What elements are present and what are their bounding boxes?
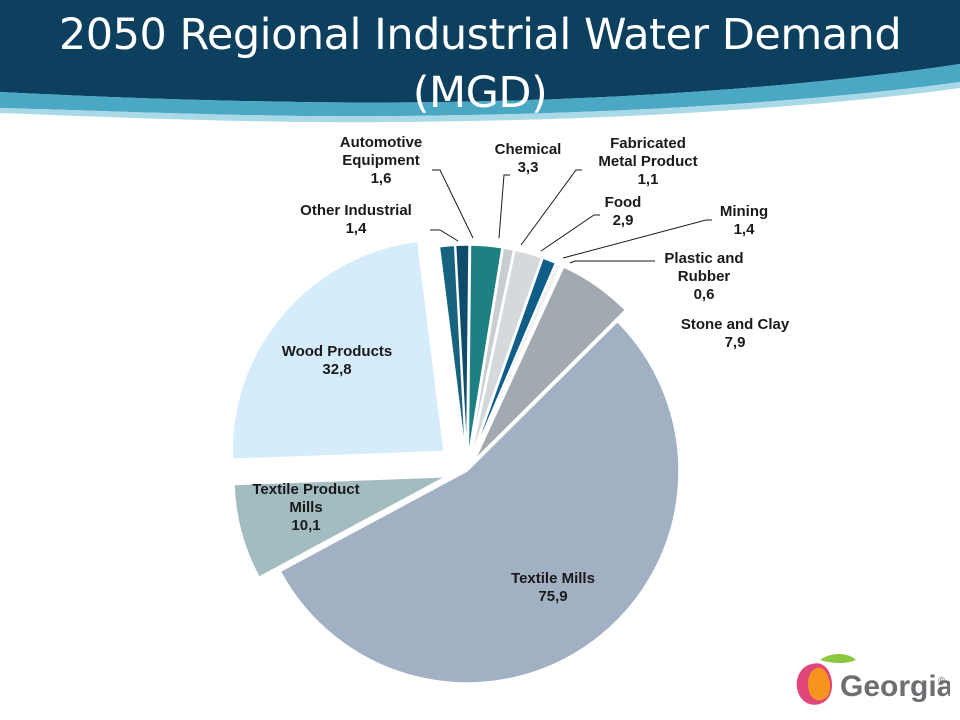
slice-label-textile-product-mills: Textile Product Mills 10,1 [252, 481, 359, 534]
slice-label-line: Fabricated [610, 135, 686, 152]
slice-label-stone-and-clay: Stone and Clay 7,9 [681, 316, 790, 351]
header-banner [0, 0, 960, 123]
georgia-logo: Georgia ® [790, 650, 954, 710]
label-leader-lines [430, 169, 712, 264]
pie-slice-fabricated-metal-product [468, 247, 515, 458]
pie-slice-plastic-and-rubber [471, 262, 563, 459]
pie-slice-automotive-equipment [438, 244, 467, 458]
slice-label-line: Equipment [342, 152, 420, 169]
pie-slice-textile-product-mills [233, 476, 447, 579]
slice-label-line: Textile Product [252, 481, 359, 498]
pie-slices [231, 240, 680, 684]
slice-label-automotive-equipment: Automotive Equipment 1,6 [340, 134, 423, 187]
logo-registered-mark: ® [938, 676, 946, 687]
slice-label-line: Mining [720, 203, 768, 220]
pie-slice-wood-products [231, 240, 445, 461]
slice-label-line: 32,8 [322, 361, 351, 378]
leader-line-chemical [498, 174, 510, 239]
slice-label-line: 7,9 [725, 334, 746, 351]
slice-label-other-industrial: Other Industrial 1,4 [300, 202, 412, 237]
slice-label-fabricated-metal-product: Fabricated Metal Product 1,1 [598, 135, 697, 188]
slice-label-line: Food [605, 194, 642, 211]
slice-label-wood-products: Wood Products 32,8 [282, 343, 393, 378]
pie-slice-other-industrial [454, 244, 470, 458]
slice-label-line: 3,3 [518, 159, 539, 176]
slice-label-line: Metal Product [598, 153, 697, 170]
slice-label-line: Mills [289, 499, 322, 516]
leader-line-fabricated-metal-product [520, 169, 582, 246]
slice-label-line: Other Industrial [300, 202, 412, 219]
slice-label-line: 10,1 [291, 517, 320, 534]
slice-label-line: Wood Products [282, 343, 393, 360]
slice-label-line: Stone and Clay [681, 316, 790, 333]
pie-slice-chemical [467, 244, 503, 458]
slice-label-line: 2,9 [613, 212, 634, 229]
leader-line-plastic-and-rubber [569, 260, 655, 264]
page-title-line-2: (MGD) [412, 68, 548, 118]
slice-label-plastic-and-rubber: Plastic and Rubber 0,6 [664, 250, 743, 303]
pie-slice-food [470, 249, 543, 458]
leader-line-automotive-equipment [432, 169, 474, 239]
leader-line-mining [562, 219, 712, 259]
leader-line-food [540, 214, 600, 252]
slice-label-line: 1,4 [346, 220, 368, 237]
pie-slice-textile-mills [279, 320, 680, 684]
slice-label-line: Automotive [340, 134, 423, 151]
slice-label-line: 1,1 [638, 171, 659, 188]
logo-text: Georgia [840, 670, 950, 703]
slice-label-line: Chemical [495, 141, 562, 158]
page-title-line-1: 2050 Regional Industrial Water Demand [58, 10, 902, 60]
slice-label-line: 0,6 [694, 286, 715, 303]
slice-label-food: Food 2,9 [605, 194, 642, 229]
slice-label-line: 1,4 [734, 221, 756, 238]
peach-logo-icon: Georgia ® [796, 654, 954, 705]
slice-label-line: Rubber [678, 268, 731, 285]
pie-slice-stone-and-clay [474, 265, 627, 461]
slice-label-textile-mills: Textile Mills 75,9 [511, 570, 595, 605]
slice-label-line: 1,6 [371, 170, 392, 187]
slice-label-line: Plastic and [664, 250, 743, 267]
slice-label-line: Textile Mills [511, 570, 595, 587]
slice-label-line: 75,9 [538, 588, 567, 605]
slice-label-chemical: Chemical 3,3 [495, 141, 562, 176]
page-title: 2050 Regional Industrial Water Demand (M… [0, 6, 960, 122]
slice-label-mining: Mining 1,4 [720, 203, 768, 238]
leader-line-other-industrial [430, 229, 459, 242]
